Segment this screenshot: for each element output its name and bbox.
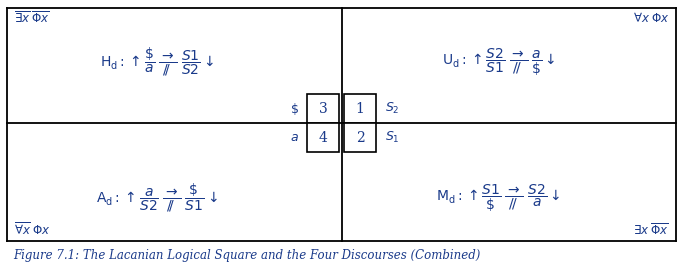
FancyBboxPatch shape bbox=[344, 123, 376, 152]
Text: $\forall x\;\Phi x$: $\forall x\;\Phi x$ bbox=[633, 11, 669, 25]
Text: $S_1$: $S_1$ bbox=[385, 130, 399, 145]
Text: $\overline{\exists x}\;\overline{\Phi x}$: $\overline{\exists x}\;\overline{\Phi x}… bbox=[14, 11, 49, 27]
Text: $\mathrm{U_d}:\uparrow\dfrac{S2}{S1}\;\dfrac{\rightarrow}{\!/\!/}\;\dfrac{a}{\$}: $\mathrm{U_d}:\uparrow\dfrac{S2}{S1}\;\d… bbox=[442, 47, 555, 78]
Text: Figure 7.1: The Lacanian Logical Square and the Four Discourses (Combined): Figure 7.1: The Lacanian Logical Square … bbox=[14, 249, 481, 262]
Text: $\mathrm{M_d}:\uparrow\dfrac{S1}{\$}\;\dfrac{\rightarrow}{\!/\!/}\;\dfrac{S2}{a}: $\mathrm{M_d}:\uparrow\dfrac{S1}{\$}\;\d… bbox=[436, 182, 561, 214]
Text: $\overline{\forall x}\;\Phi x$: $\overline{\forall x}\;\Phi x$ bbox=[14, 221, 50, 238]
Text: 4: 4 bbox=[319, 131, 327, 145]
FancyBboxPatch shape bbox=[307, 94, 339, 123]
Text: $a$: $a$ bbox=[290, 131, 298, 144]
FancyBboxPatch shape bbox=[307, 123, 339, 152]
FancyBboxPatch shape bbox=[344, 94, 376, 123]
Text: 3: 3 bbox=[319, 102, 327, 116]
Text: $\mathrm{H_d}:\uparrow\dfrac{\$}{a}\;\dfrac{\rightarrow}{\!/\!/}\;\dfrac{S1}{S2}: $\mathrm{H_d}:\uparrow\dfrac{\$}{a}\;\df… bbox=[100, 46, 214, 78]
Text: $\$$: $\$$ bbox=[290, 101, 298, 117]
Text: $\exists x\;\overline{\Phi x}$: $\exists x\;\overline{\Phi x}$ bbox=[634, 222, 669, 238]
Text: 1: 1 bbox=[356, 102, 364, 116]
Text: $S_2$: $S_2$ bbox=[385, 101, 399, 116]
Text: $\mathrm{A_d}:\uparrow\dfrac{a}{S2}\;\dfrac{\rightarrow}{\!/\!/}\;\dfrac{\$}{S1}: $\mathrm{A_d}:\uparrow\dfrac{a}{S2}\;\df… bbox=[96, 182, 218, 214]
Text: 2: 2 bbox=[356, 131, 364, 145]
